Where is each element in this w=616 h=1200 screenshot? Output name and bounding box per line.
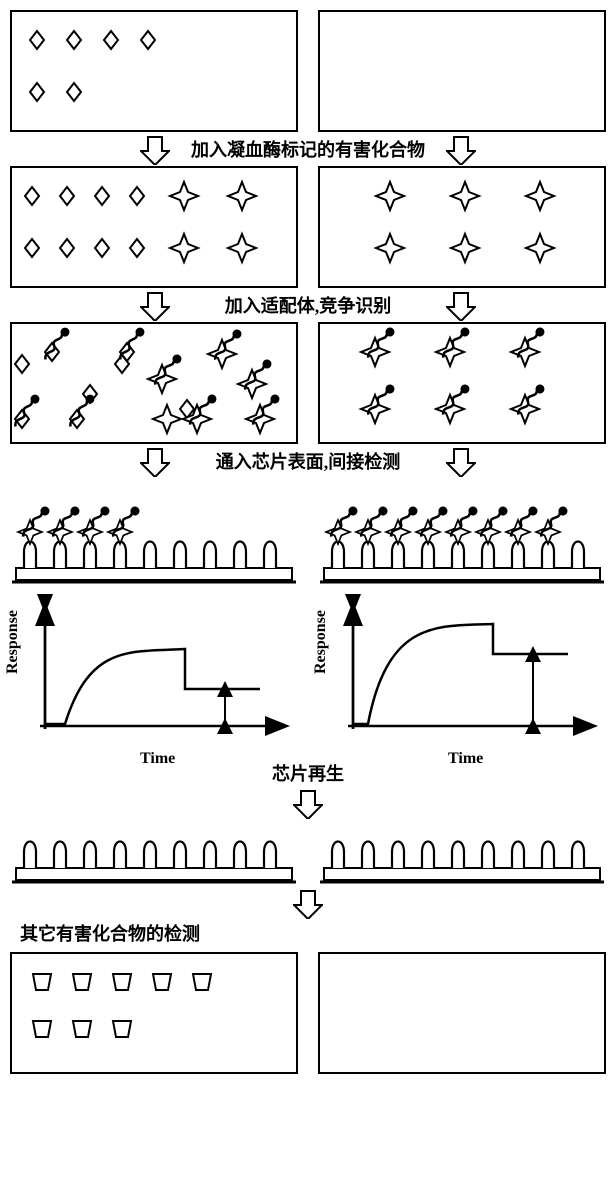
down-arrow-icon xyxy=(293,887,323,919)
regen-right xyxy=(318,820,606,886)
panel-3-right xyxy=(318,322,606,444)
down-arrow-icon xyxy=(140,133,170,165)
down-arrow-icon xyxy=(446,133,476,165)
caption-step3: 通入芯片表面,间接检测 xyxy=(216,448,401,474)
panel-final-left xyxy=(10,952,298,1074)
caption-row-5: 其它有害化合物的检测 xyxy=(20,920,606,946)
arrow-row-2: 加入适配体,竞争识别 xyxy=(10,288,606,322)
caption-step2: 加入适配体,竞争识别 xyxy=(225,292,392,318)
regen-row xyxy=(10,820,606,886)
panel-2-left xyxy=(10,166,298,288)
axis-y-label: Response xyxy=(312,610,330,674)
down-arrow-icon xyxy=(293,787,323,819)
down-arrow-icon xyxy=(446,289,476,321)
down-arrow-icon xyxy=(446,445,476,477)
caption-step1: 加入凝血酶标记的有害化合物 xyxy=(191,136,425,162)
axis-y-label: Response xyxy=(4,610,22,674)
chip-right xyxy=(318,478,606,586)
caption-step5: 其它有害化合物的检测 xyxy=(20,924,200,944)
row-final xyxy=(10,952,606,1074)
arrow-row-5 xyxy=(10,886,606,920)
arrow-row-3: 通入芯片表面,间接检测 xyxy=(10,444,606,478)
panel-1-left xyxy=(10,10,298,132)
panel-2-right xyxy=(318,166,606,288)
row-3 xyxy=(10,322,606,444)
down-arrow-icon xyxy=(140,445,170,477)
panel-final-right xyxy=(318,952,606,1074)
arrow-row-1: 加入凝血酶标记的有害化合物 xyxy=(10,132,606,166)
panel-3-left xyxy=(10,322,298,444)
axis-x-label: Time xyxy=(140,750,175,768)
caption-step4: 芯片再生 xyxy=(272,764,344,784)
chart-row: Response Time Response Time xyxy=(10,594,606,764)
panel-1-right xyxy=(318,10,606,132)
chart-left: Response Time xyxy=(10,594,298,764)
row-2 xyxy=(10,166,606,288)
axis-x-label: Time xyxy=(448,750,483,768)
regen-left xyxy=(10,820,298,886)
chip-left xyxy=(10,478,298,586)
row-1 xyxy=(10,10,606,132)
chip-row xyxy=(10,478,606,586)
chart-right: Response Time xyxy=(318,594,606,764)
down-arrow-icon xyxy=(140,289,170,321)
arrow-row-4 xyxy=(10,786,606,820)
